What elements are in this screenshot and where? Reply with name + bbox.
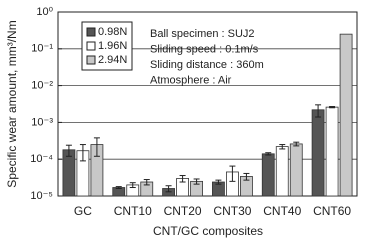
y-tick-label: 10⁻³ [31, 116, 53, 128]
bar [325, 106, 339, 197]
x-tick-label: CNT30 [213, 204, 251, 218]
x-tick-label: GC [74, 204, 92, 218]
legend-swatch [86, 41, 96, 51]
error-bar [115, 186, 122, 189]
y-tick-label: 10⁻¹ [31, 43, 53, 55]
x-tick-label: CNT20 [164, 204, 202, 218]
y-tick-label: 10⁰ [36, 6, 53, 18]
chart: CNT/GC composites Specific wear amount, … [5, 6, 358, 238]
annotation: Ball specimen : SUJ2 [150, 28, 255, 40]
error-bar [229, 165, 236, 182]
bar [289, 143, 303, 197]
y-tick-label: 10⁻⁵ [30, 190, 53, 202]
x-axis-label: CNT/GC composites [153, 224, 263, 238]
plot-frame [57, 11, 358, 197]
legend-label: 2.94N [98, 54, 127, 66]
error-bar [215, 179, 222, 185]
error-bar [129, 182, 136, 189]
error-bar [165, 185, 172, 193]
y-tick-label: 10⁻⁴ [30, 153, 53, 165]
error-bar [143, 179, 150, 186]
y-tick-label: 10⁻² [31, 80, 53, 92]
x-tick-label: CNT60 [313, 204, 351, 218]
error-bar [179, 175, 186, 183]
bar [261, 153, 275, 197]
legend-swatch [86, 55, 96, 65]
legend-swatch [86, 27, 96, 37]
error-bar [243, 172, 250, 181]
error-bar [79, 144, 86, 162]
error-bar [329, 106, 336, 109]
x-tick-label: CNT40 [263, 204, 301, 218]
error-bar [279, 144, 286, 150]
y-axis-label: Specific wear amount, mm³/Nm [5, 20, 19, 187]
legend-label: 1.96N [98, 40, 127, 52]
annotation: Sliding distance : 360m [150, 59, 264, 71]
bar [339, 33, 353, 197]
error-bar [293, 141, 300, 147]
annotation: Atmosphere : Air [150, 74, 232, 86]
error-bar [193, 178, 200, 185]
bar [311, 109, 325, 197]
error-bar [315, 104, 322, 118]
annotation: Sliding speed : 0.1m/s [150, 43, 259, 55]
bar [275, 146, 289, 197]
x-tick-label: CNT10 [114, 204, 152, 218]
error-bar [265, 152, 272, 156]
error-bar [65, 144, 72, 157]
error-bar [93, 137, 100, 157]
legend-label: 0.98N [98, 26, 127, 38]
